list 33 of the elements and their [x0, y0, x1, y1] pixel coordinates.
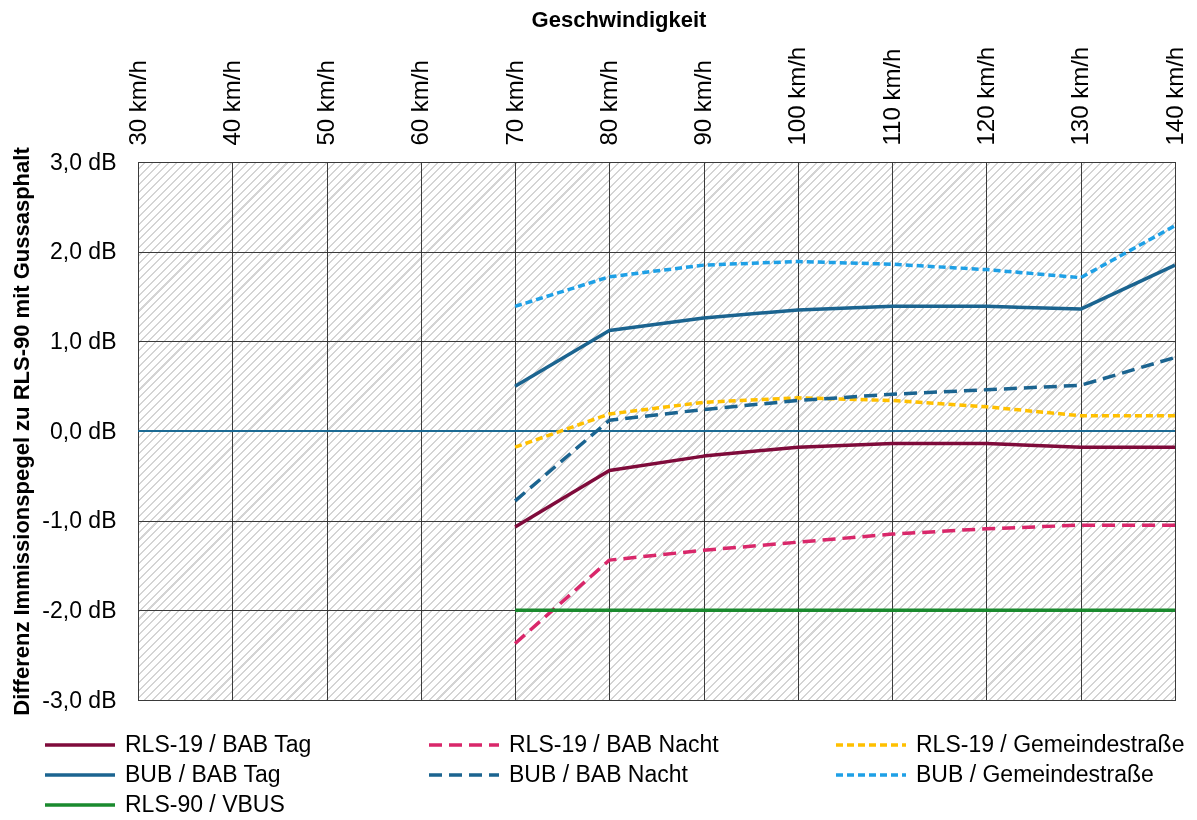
x-tick-label: 70 km/h	[500, 60, 528, 146]
legend-label: BUB / BAB Nacht	[509, 761, 689, 787]
x-tick-label: 60 km/h	[406, 60, 434, 146]
x-tick-label: 100 km/h	[783, 46, 811, 146]
y-tick-label: 2,0 dB	[50, 238, 117, 265]
legend-label: BUB / Gemeindestraße	[916, 761, 1154, 787]
y-tick-label: 0,0 dB	[50, 417, 117, 444]
x-tick-label: 40 km/h	[217, 60, 245, 146]
x-axis-title: Geschwindigkeit	[531, 6, 708, 32]
legend-label: RLS-19 / BAB Tag	[125, 731, 312, 757]
legend-label: RLS-90 / VBUS	[125, 791, 285, 817]
y-tick-label: -2,0 dB	[42, 596, 117, 623]
y-tick-label: -1,0 dB	[42, 507, 117, 534]
y-tick-label: -3,0 dB	[42, 686, 117, 713]
line-series	[513, 396, 1177, 449]
x-tick-label: 30 km/h	[123, 60, 151, 146]
x-tick-label: 90 km/h	[689, 60, 717, 146]
x-tick-label: 140 km/h	[1160, 46, 1188, 146]
x-tick-label: 130 km/h	[1066, 46, 1094, 146]
legend-label: RLS-19 / BAB Nacht	[509, 731, 720, 757]
legend-label: RLS-19 / Gemeindestraße	[916, 731, 1185, 757]
line-series	[513, 441, 1177, 529]
x-tick-label: 110 km/h	[877, 48, 905, 146]
line-series	[513, 223, 1177, 309]
y-axis-title: Differenz Immissionspegel zu RLS-90 mit Gussasphalt	[9, 146, 35, 716]
x-tick-label: 120 km/h	[971, 46, 999, 146]
legend-label: BUB / BAB Tag	[125, 761, 281, 787]
line-series	[513, 523, 1177, 646]
y-tick-label: 1,0 dB	[50, 327, 117, 354]
x-tick-label: 50 km/h	[312, 60, 340, 146]
line-series	[513, 263, 1177, 388]
x-tick-label: 80 km/h	[594, 60, 622, 146]
y-tick-label: 3,0 dB	[50, 148, 117, 175]
